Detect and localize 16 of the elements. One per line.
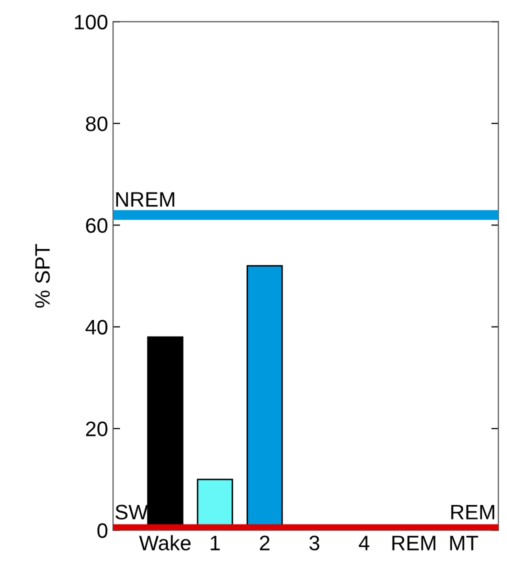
ref-line-label: NREM <box>116 192 174 207</box>
x-tick-label: 2 <box>260 536 270 550</box>
annotation: REM <box>451 504 494 520</box>
y-tick-label: 60 <box>86 218 108 233</box>
y-axis-title: % SPT <box>35 244 50 308</box>
x-tick-label: 3 <box>309 536 320 550</box>
x-tick-label: 4 <box>358 536 370 550</box>
x-tick-label: REM <box>392 536 436 550</box>
x-tick-label: 1 <box>210 536 220 550</box>
x-tick-label: MT <box>450 536 478 550</box>
y-tick-label: 0 <box>97 523 108 538</box>
y-tick-label: 20 <box>86 422 108 436</box>
y-tick-label: 40 <box>86 320 108 335</box>
x-tick-label: Wake <box>139 535 191 550</box>
y-tick-label: 100 <box>75 14 108 30</box>
y-tick-label: 80 <box>86 116 108 132</box>
